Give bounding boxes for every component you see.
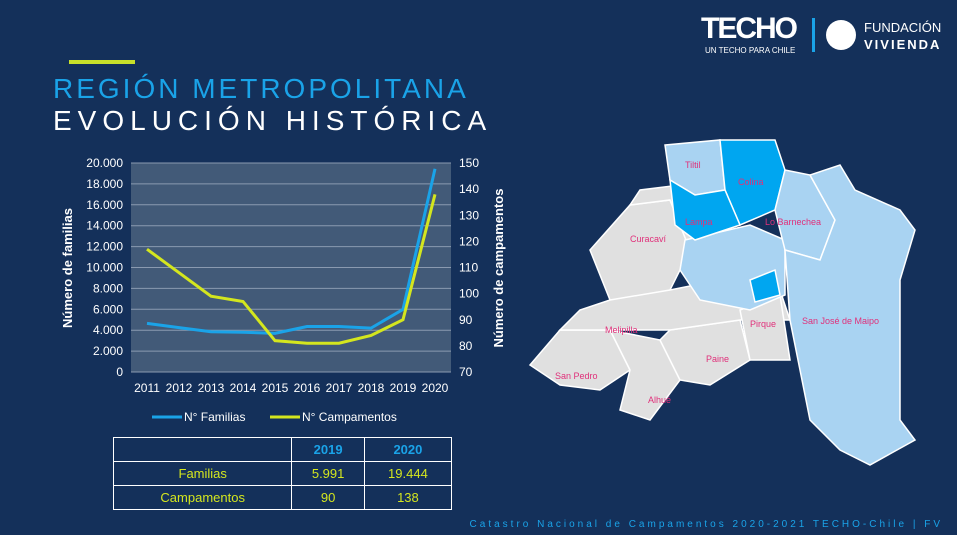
map-san-jose-de-maipo: [784, 164, 917, 466]
map-label: Lo Barnechea: [765, 217, 821, 227]
map-label: Curacaví: [630, 234, 667, 244]
table-cell: 138: [363, 485, 453, 510]
y-tick-label: 4.000: [93, 323, 123, 337]
y2-tick-label: 140: [459, 182, 479, 196]
table-header: [112, 437, 293, 462]
map-label: Paine: [706, 354, 729, 364]
y-tick-label: 18.000: [86, 177, 123, 191]
fv-logo-text-2: VIVIENDA: [864, 37, 942, 52]
y-tick-label: 6.000: [93, 302, 123, 316]
y2-tick-label: 80: [459, 339, 473, 353]
map-puente-alto: [749, 268, 781, 303]
y-tick-label: 16.000: [86, 198, 123, 212]
series-line-0: [146, 168, 437, 335]
table-cell: Familias: [112, 461, 293, 486]
table-cell: 19.444: [363, 461, 453, 486]
y-axis-title: Número de familias: [60, 208, 75, 328]
map-label: Alhué: [648, 395, 671, 405]
x-tick-label: 2017: [326, 381, 353, 395]
y2-tick-label: 70: [459, 365, 473, 379]
x-tick-label: 2018: [358, 381, 385, 395]
techo-tagline: UN TECHO PARA CHILE: [705, 46, 796, 55]
map-label: Colina: [738, 177, 764, 187]
legend-label: N° Campamentos: [302, 410, 397, 424]
x-tick-label: 2013: [198, 381, 225, 395]
map-label: Tiltil: [685, 160, 701, 170]
y2-axis-title: Número de campamentos: [491, 189, 506, 348]
fv-logo-text-1: FUNDACIÓN: [864, 20, 942, 35]
accent-bar: [69, 60, 135, 64]
y2-tick-label: 150: [459, 156, 479, 170]
x-tick-label: 2015: [262, 381, 289, 395]
map-label: Melipilla: [605, 325, 638, 335]
y-tick-label: 12.000: [86, 240, 123, 254]
region-map: Tiltil Colina Lampa Lo Barnechea Curacav…: [528, 139, 917, 466]
legend-label: N° Familias: [184, 410, 245, 424]
x-tick-label: 2016: [294, 381, 321, 395]
map-lampa: [669, 178, 742, 241]
table-cell: Campamentos: [112, 485, 293, 510]
summary-table: 2019 2020 Familias 5.991 19.444 Campamentos…: [112, 437, 453, 510]
y-tick-label: 2.000: [93, 344, 123, 358]
y2-tick-label: 110: [459, 261, 478, 275]
y2-tick-label: 120: [459, 234, 479, 248]
line-chart: 0 2.000 4.000 6.000 8.000 10.000 12.000 14.000 1…: [60, 156, 506, 424]
table-cell: 90: [291, 485, 365, 510]
series-line-1: [146, 193, 437, 345]
y2-tick-label: 130: [459, 208, 479, 222]
fundacion-vivienda-logo-icon: [826, 20, 856, 50]
map-label: San Pedro: [555, 371, 598, 381]
y2-tick-label: 100: [459, 287, 479, 301]
x-tick-label: 2012: [166, 381, 193, 395]
y2-tick-label: 90: [459, 313, 473, 327]
title-region: REGIÓN METROPOLITANA: [53, 73, 469, 104]
x-tick-label: 2011: [134, 381, 160, 395]
table-header: 2020: [363, 437, 453, 462]
x-tick-label: 2020: [422, 381, 449, 395]
x-tick-label: 2019: [390, 381, 417, 395]
logo-divider: [812, 18, 815, 52]
map-label: Pirque: [750, 319, 776, 329]
map-label: San José de Maipo: [802, 316, 879, 326]
y-tick-label: 10.000: [86, 261, 123, 275]
y-tick-label: 20.000: [86, 156, 123, 170]
y-tick-label: 14.000: [86, 219, 123, 233]
techo-logo: TECHO: [701, 12, 798, 45]
title-evolution: EVOLUCIÓN HISTÓRICA: [53, 105, 493, 136]
x-tick-label: 2014: [230, 381, 257, 395]
table-cell: 5.991: [291, 461, 365, 486]
footer-source: Catastro Nacional de Campamentos 2020-20…: [469, 519, 943, 530]
map-label: Lampa: [685, 217, 713, 227]
table-header: 2019: [291, 437, 365, 462]
y-tick-label: 8.000: [93, 281, 123, 295]
y-tick-label: 0: [116, 365, 123, 379]
